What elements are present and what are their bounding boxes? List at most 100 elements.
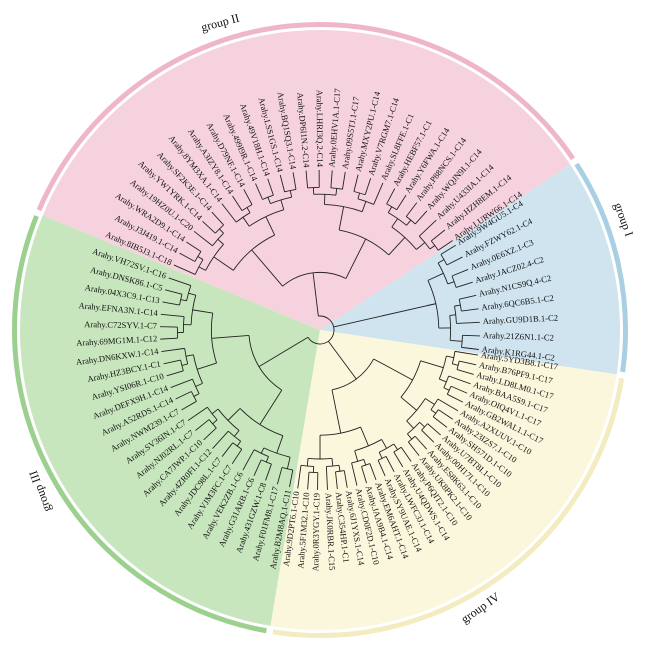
branch (343, 470, 348, 488)
branch (192, 309, 213, 314)
branch (361, 201, 367, 212)
branch (212, 430, 229, 449)
branch (446, 355, 454, 359)
branch (438, 409, 454, 420)
branch (455, 281, 473, 288)
sector-3 (20, 215, 321, 626)
branch (419, 421, 425, 428)
branch-arc (458, 299, 462, 312)
branch (292, 172, 297, 190)
branch (267, 178, 274, 196)
branch (448, 375, 471, 385)
branch (391, 218, 399, 228)
branch (427, 272, 444, 281)
branch (373, 182, 384, 205)
branch-arc (179, 294, 183, 306)
branch (213, 256, 234, 271)
branch (166, 370, 184, 377)
branch (456, 321, 480, 324)
branch-arc (284, 188, 297, 193)
branch-arc (378, 443, 395, 453)
group-arc-1 (574, 162, 628, 373)
branch (165, 289, 183, 295)
branch (396, 194, 407, 211)
branch (232, 195, 243, 211)
tree-branches (160, 169, 480, 490)
branch (251, 249, 283, 287)
branch-arc (443, 375, 450, 388)
branch-arc (232, 234, 275, 271)
branch (439, 378, 447, 383)
branch (175, 391, 192, 400)
branch (406, 219, 412, 226)
branch (227, 408, 241, 421)
branch-arc (446, 386, 452, 395)
branch (342, 171, 346, 190)
branch-arc (324, 204, 363, 213)
branch (265, 216, 276, 236)
branch (437, 398, 459, 412)
branch (335, 471, 338, 490)
branch (255, 183, 263, 200)
branch (407, 441, 420, 456)
branch (211, 408, 219, 415)
branch-arc (418, 235, 431, 250)
branch-arc (451, 351, 456, 364)
branch-arc (377, 455, 387, 461)
branch-arc (194, 251, 202, 262)
branch-arc (206, 407, 218, 421)
branch (451, 269, 469, 277)
branch-arc (235, 212, 251, 223)
root-branch (327, 340, 357, 380)
branch-arc (421, 423, 428, 431)
branch (406, 420, 415, 429)
branch (297, 465, 302, 489)
branch (203, 427, 217, 441)
branch (449, 314, 456, 316)
branch (354, 450, 359, 462)
branch (461, 346, 479, 350)
branch (414, 435, 428, 450)
branch (363, 459, 367, 466)
branch (345, 238, 367, 279)
group-label-1: group I (611, 201, 636, 239)
branch (197, 362, 217, 370)
branch (431, 229, 446, 242)
branch-arc (449, 315, 452, 341)
branch (385, 456, 395, 472)
branch (242, 216, 250, 227)
branch-arc (270, 196, 292, 204)
branch-arc (351, 458, 364, 464)
branch (181, 363, 188, 366)
branch (393, 443, 398, 450)
branch (219, 228, 224, 234)
branch (456, 369, 474, 375)
branch-arc (326, 464, 340, 467)
branch (307, 472, 310, 490)
branch-arc (190, 391, 197, 402)
branch (161, 347, 185, 352)
branch (414, 210, 428, 225)
leaf-label: Arahy.21Z6N1.1-C2 (483, 330, 554, 343)
sector-4 (270, 330, 617, 631)
branch (400, 396, 417, 411)
branch (233, 430, 240, 437)
branch-arc (407, 421, 420, 435)
branch-arc (208, 419, 217, 429)
branch-arc (388, 212, 407, 226)
branch (357, 192, 361, 199)
branch-arc (192, 378, 200, 394)
branch (179, 252, 196, 262)
branch-arc (361, 463, 371, 467)
group-arc-4 (272, 377, 625, 638)
root-branch (312, 272, 319, 317)
branch (351, 462, 358, 486)
branch (462, 334, 480, 337)
branch (353, 174, 359, 192)
branch-arc (186, 285, 192, 301)
branch (181, 400, 197, 411)
branch-arc (313, 193, 336, 196)
branch-arc (330, 187, 343, 190)
branch (425, 398, 435, 405)
group-label-2: group II (200, 11, 241, 35)
